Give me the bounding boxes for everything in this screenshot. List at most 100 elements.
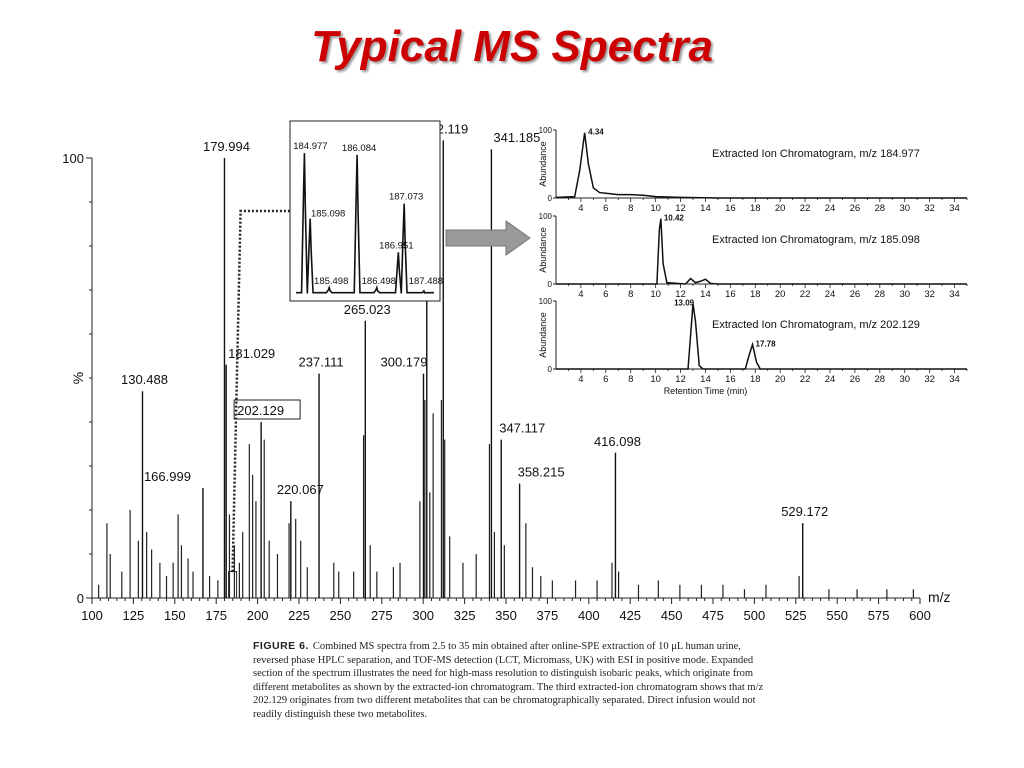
zoom-connector bbox=[231, 209, 290, 572]
x-tick-label: 500 bbox=[744, 608, 766, 623]
eic-x-tick-label: 14 bbox=[700, 289, 711, 300]
x-tick-label: 150 bbox=[164, 608, 186, 623]
eic-title: Extracted Ion Chromatogram, m/z 185.098 bbox=[712, 234, 920, 246]
eic-x-tick-label: 12 bbox=[675, 289, 686, 300]
peak-label-166.999: 166.999 bbox=[144, 469, 191, 484]
x-tick-label: 400 bbox=[578, 608, 600, 623]
eic-x-tick-label: 16 bbox=[725, 374, 736, 385]
y-tick-label: 100 bbox=[62, 151, 84, 166]
inset-peak-label-187.073: 187.073 bbox=[389, 192, 423, 203]
eic-x-tick-label: 18 bbox=[750, 203, 761, 214]
x-tick-label: 525 bbox=[785, 608, 807, 623]
eic-y-axis-label: Abundance bbox=[538, 227, 548, 273]
eic-x-tick-label: 4 bbox=[578, 203, 583, 214]
eic-y-tick-label: 0 bbox=[548, 365, 553, 374]
eic-x-tick-label: 34 bbox=[949, 289, 960, 300]
eic-x-tick-label: 4 bbox=[578, 374, 583, 385]
x-tick-label: 375 bbox=[537, 608, 559, 623]
eic-trace bbox=[556, 303, 967, 370]
eic-x-tick-label: 6 bbox=[603, 289, 608, 300]
eic-x-tick-label: 8 bbox=[628, 289, 633, 300]
peak-label-529.172: 529.172 bbox=[781, 504, 828, 519]
x-tick-label: 200 bbox=[247, 608, 269, 623]
eic-x-tick-label: 12 bbox=[675, 374, 686, 385]
eic-x-tick-label: 6 bbox=[603, 374, 608, 385]
peak-label-220.067: 220.067 bbox=[277, 482, 324, 497]
peak-label-347.117: 347.117 bbox=[499, 421, 545, 436]
eic-x-tick-label: 24 bbox=[825, 374, 836, 385]
eic-x-tick-label: 26 bbox=[850, 374, 861, 385]
eic-x-tick-label: 6 bbox=[603, 203, 608, 214]
eic-peak-label-4.34: 4.34 bbox=[588, 128, 604, 137]
eic-x-tick-label: 32 bbox=[924, 289, 935, 300]
x-tick-label: 325 bbox=[454, 608, 476, 623]
eic-x-tick-label: 24 bbox=[825, 203, 836, 214]
x-tick-label: 350 bbox=[495, 608, 517, 623]
eic-x-tick-label: 28 bbox=[875, 203, 886, 214]
eic-peak-label-17.78: 17.78 bbox=[756, 340, 777, 349]
eic-x-tick-label: 28 bbox=[875, 289, 886, 300]
eic-x-tick-label: 8 bbox=[628, 374, 633, 385]
x-tick-label: 300 bbox=[412, 608, 434, 623]
eic-x-tick-label: 22 bbox=[800, 203, 811, 214]
eic-x-tick-label: 28 bbox=[875, 374, 886, 385]
eic-x-tick-label: 22 bbox=[800, 374, 811, 385]
eic-y-tick-label: 100 bbox=[539, 297, 553, 306]
eic-x-tick-label: 4 bbox=[578, 289, 583, 300]
figure-canvas: 100 125 150 175 200 225 250 275 300 325 350 375 400 4… bbox=[62, 120, 968, 623]
eic-x-tick-label: 16 bbox=[725, 203, 736, 214]
eic-title: Extracted Ion Chromatogram, m/z 202.129 bbox=[712, 319, 920, 331]
eic-x-tick-label: 32 bbox=[924, 203, 935, 214]
eic-x-tick-label: 34 bbox=[949, 203, 960, 214]
eic-184-977-chart: 0 100 4 6 8 10 12 14 16 18 20 22 24 26 28 30 32 34 Abundan… bbox=[538, 126, 968, 214]
eic-x-tick-label: 10 bbox=[650, 289, 661, 300]
eic-x-tick-label: 34 bbox=[949, 374, 960, 385]
eic-x-tick-label: 12 bbox=[675, 203, 686, 214]
eic-x-tick-label: 30 bbox=[899, 374, 910, 385]
caption-label: FIGURE 6. bbox=[253, 640, 309, 652]
eic-185-098-chart: 0 100 4 6 8 10 12 14 16 18 20 22 24 26 28 30 32 34 Abundan… bbox=[538, 212, 968, 300]
x-tick-label: 425 bbox=[619, 608, 641, 623]
eic-x-tick-label: 8 bbox=[628, 203, 633, 214]
x-tick-label: 250 bbox=[330, 608, 352, 623]
x-axis-label: m/z bbox=[928, 589, 951, 605]
eic-x-axis-label: Retention Time (min) bbox=[664, 386, 748, 396]
peak-label-130.488: 130.488 bbox=[121, 372, 168, 387]
highlight-box bbox=[233, 399, 301, 420]
y-tick-label: 0 bbox=[77, 591, 84, 606]
eic-x-tick-label: 14 bbox=[700, 374, 711, 385]
peak-label-416.098: 416.098 bbox=[594, 434, 641, 449]
y-axis-label: % bbox=[70, 372, 86, 384]
eic-x-tick-label: 22 bbox=[800, 289, 811, 300]
caption-text: Combined MS spectra from 2.5 to 35 min o… bbox=[253, 641, 764, 720]
eic-x-tick-label: 20 bbox=[775, 203, 786, 214]
peak-label-179.994: 179.994 bbox=[203, 139, 250, 154]
inset-peak-label-187.488: 187.488 bbox=[409, 276, 443, 287]
eic-y-tick-label: 0 bbox=[548, 194, 553, 203]
x-tick-label: 125 bbox=[123, 608, 145, 623]
eic-x-tick-label: 10 bbox=[650, 203, 661, 214]
eic-x-tick-label: 16 bbox=[725, 289, 736, 300]
peak-label-202.129: 202.129 bbox=[237, 403, 284, 418]
eic-y-axis-label: Abundance bbox=[538, 312, 548, 358]
slide-title: Typical MS Spectra bbox=[311, 22, 713, 71]
figure-caption: FIGURE 6. Combined MS spectra from 2.5 to… bbox=[253, 640, 773, 721]
eic-trace bbox=[556, 218, 967, 285]
x-tick-label: 600 bbox=[909, 608, 931, 623]
x-tick-label: 575 bbox=[868, 608, 890, 623]
expanded-spectrum-inset: 184.977 185.098 185.498 186.084 186.498 186.9… bbox=[289, 120, 443, 302]
x-tick-label: 275 bbox=[371, 608, 393, 623]
inset-peak-label-185.098: 185.098 bbox=[311, 209, 345, 220]
x-tick-label: 475 bbox=[702, 608, 724, 623]
x-tick-label: 175 bbox=[205, 608, 227, 623]
peak-label-181.029: 181.029 bbox=[228, 346, 275, 361]
peak-label-300.179: 300.179 bbox=[380, 355, 427, 370]
eic-202-129-chart: 0 100 4 6 8 10 12 14 16 18 20 22 24 26 28 30 32 34 Abundan… bbox=[538, 297, 968, 396]
eic-peak-label-10.42: 10.42 bbox=[664, 214, 685, 223]
eic-y-tick-label: 100 bbox=[539, 212, 553, 221]
eic-x-tick-label: 10 bbox=[650, 374, 661, 385]
peak-label-341.185: 341.185 bbox=[493, 130, 540, 145]
eic-x-tick-label: 26 bbox=[850, 203, 861, 214]
eic-title: Extracted Ion Chromatogram, m/z 184.977 bbox=[712, 148, 920, 160]
eic-y-tick-label: 0 bbox=[548, 280, 553, 289]
